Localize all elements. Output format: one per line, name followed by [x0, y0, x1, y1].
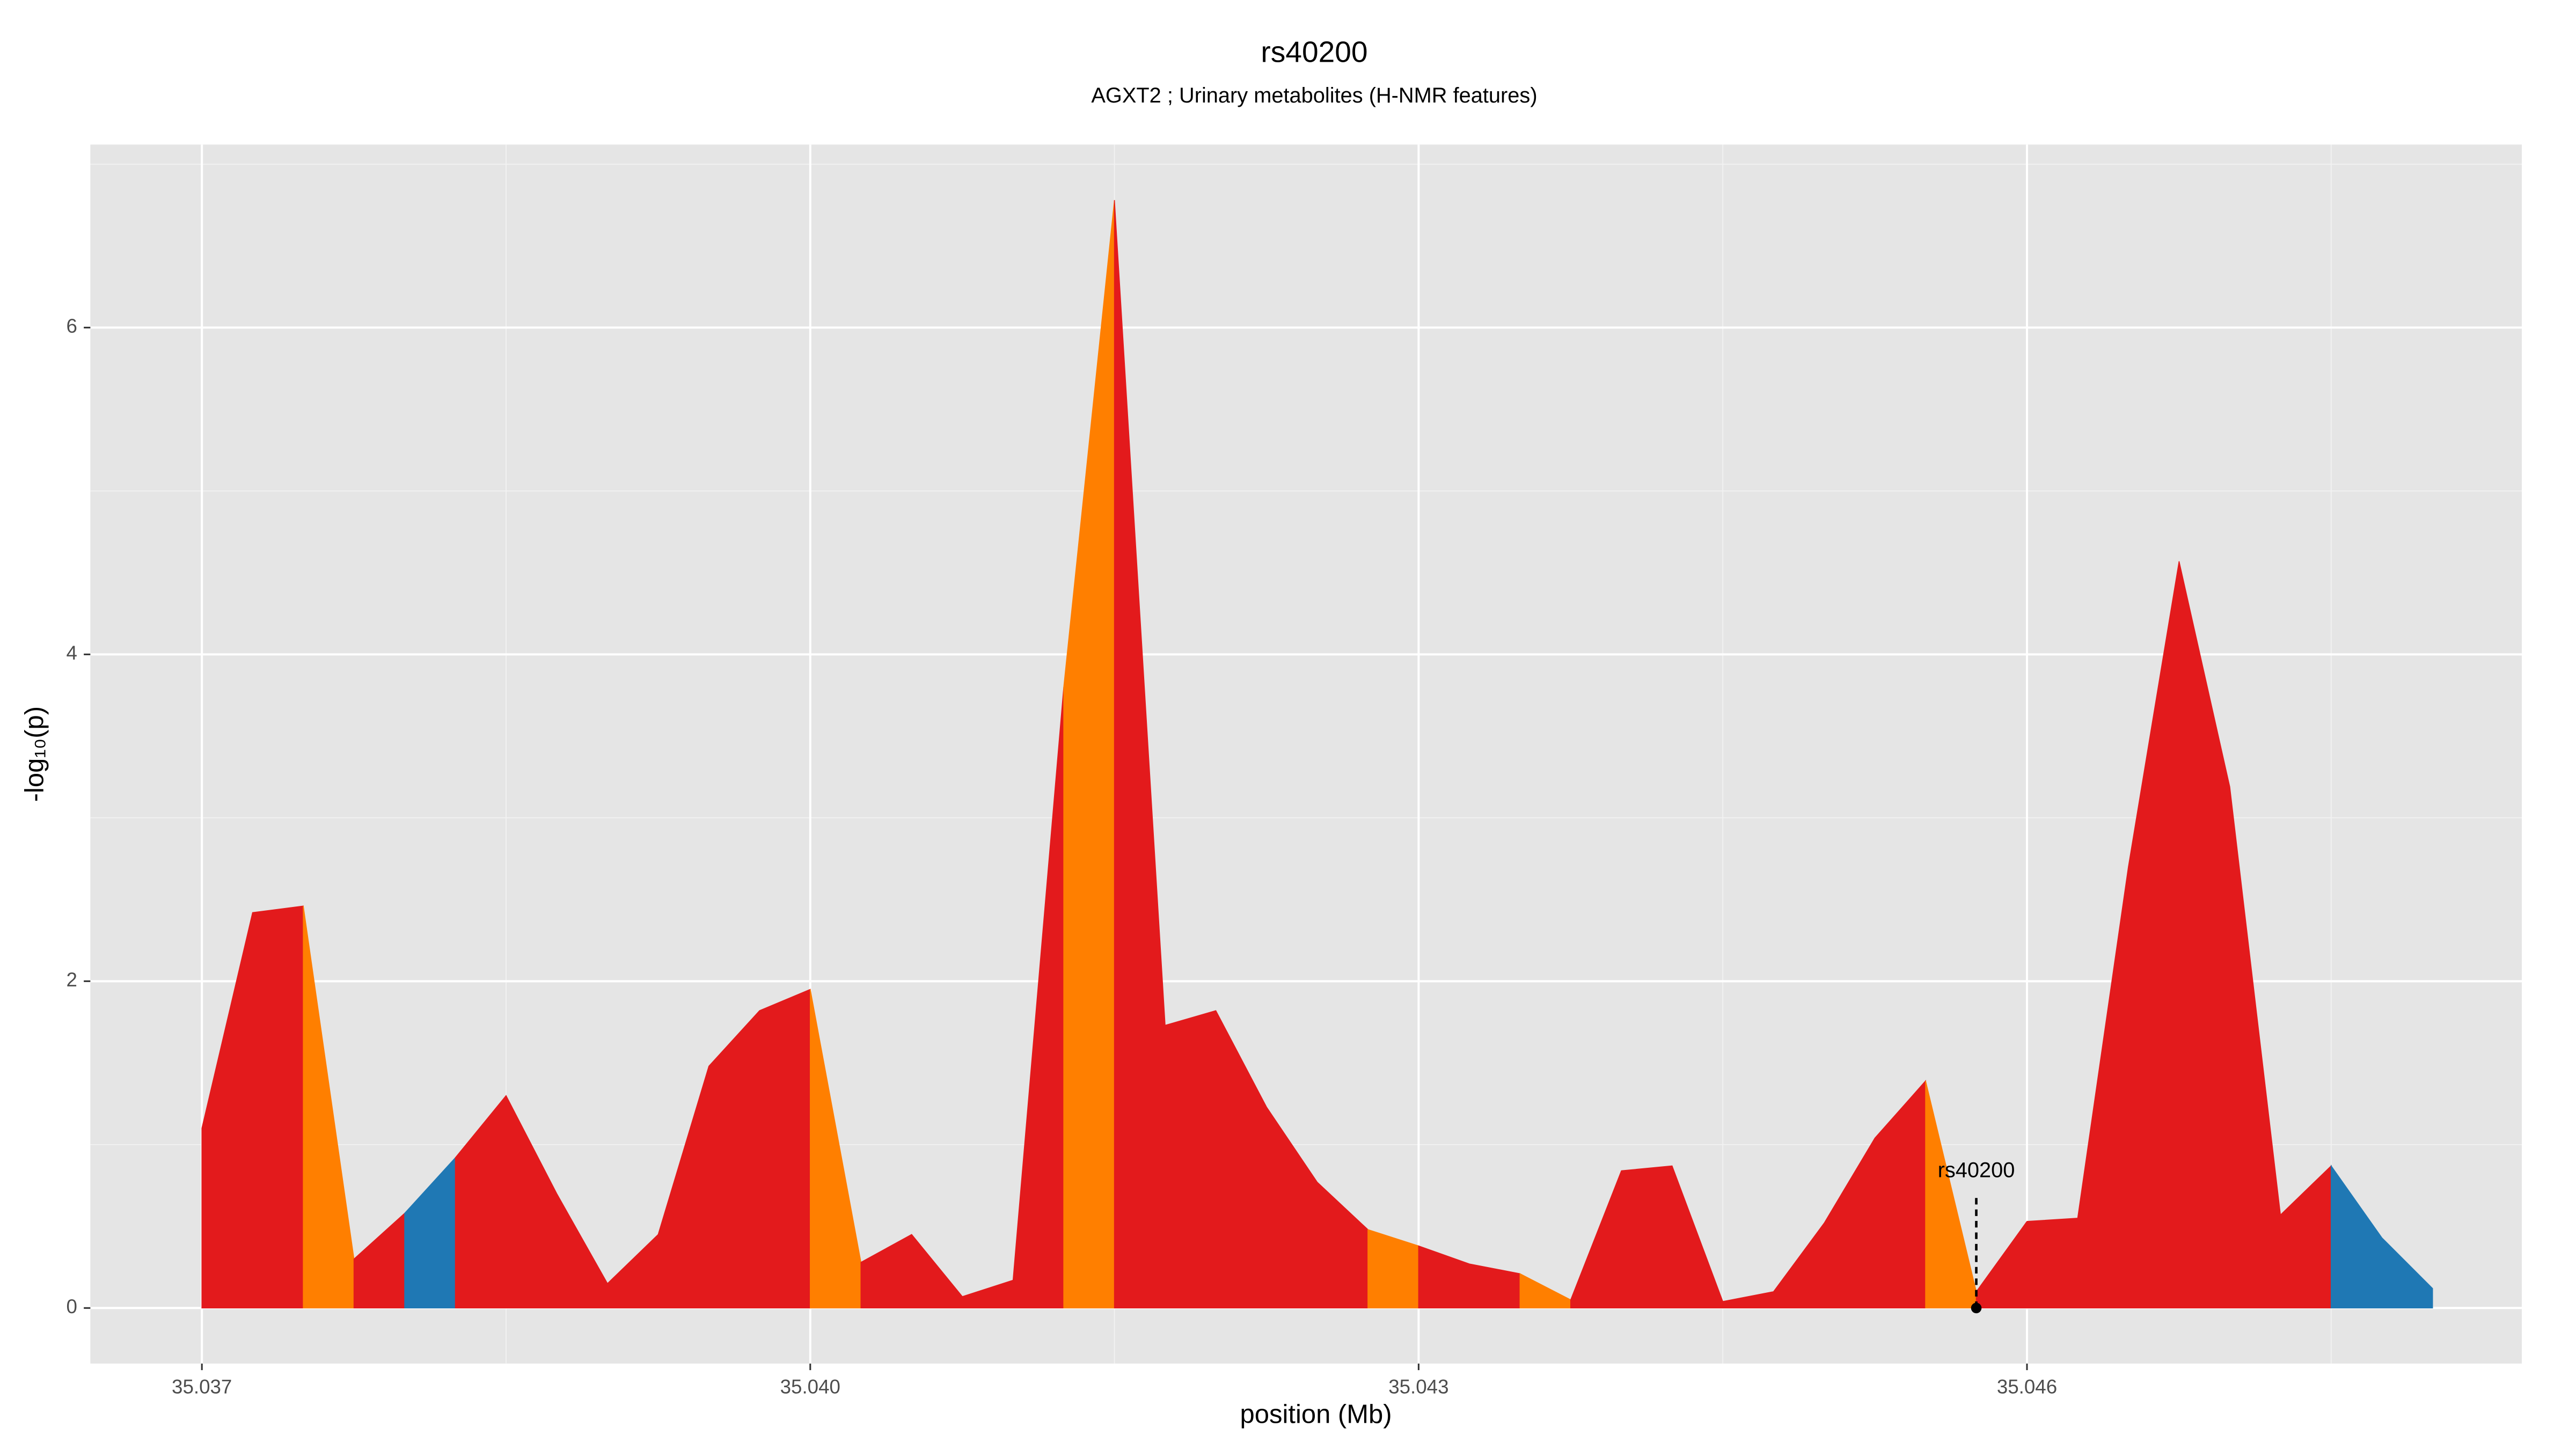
annotation-point	[1971, 1302, 1982, 1314]
chart-subtitle: AGXT2 ; Urinary metabolites (H-NMR featu…	[1091, 84, 1537, 107]
x-tick-label: 35.040	[780, 1375, 840, 1397]
area-segment	[1418, 1245, 1521, 1309]
y-axis-label: -log₁₀(p)	[20, 706, 49, 802]
annotation-label: rs40200	[1938, 1159, 2015, 1182]
x-tick-label: 35.037	[172, 1375, 232, 1397]
y-tick-label: 0	[66, 1296, 77, 1318]
marks: rs40200	[201, 200, 2433, 1314]
y-tick-label: 4	[66, 642, 77, 664]
area-segment	[201, 905, 304, 1309]
y-tick-label: 2	[66, 969, 77, 991]
x-tick-label: 35.046	[1997, 1375, 2057, 1397]
axes: 35.037 35.040 35.043 35.046 0 2 4 6	[66, 315, 2057, 1397]
y-tick-label: 6	[66, 315, 77, 337]
x-axis-label: position (Mb)	[1240, 1400, 1392, 1429]
chart-title: rs40200	[1261, 35, 1367, 69]
area-segment	[2331, 1164, 2433, 1309]
x-tick-label: 35.043	[1388, 1375, 1448, 1397]
grid	[90, 144, 2522, 1364]
